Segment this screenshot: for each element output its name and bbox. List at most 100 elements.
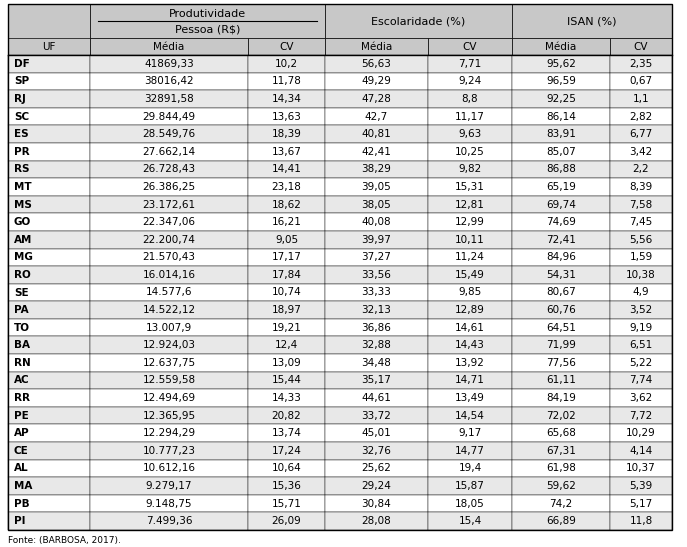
Bar	[248, 125, 325, 143]
Bar	[325, 389, 428, 407]
Text: 21.570,43: 21.570,43	[142, 252, 196, 263]
Text: 32891,58: 32891,58	[144, 94, 194, 104]
Text: 32,13: 32,13	[361, 305, 392, 315]
Text: 10,38: 10,38	[626, 270, 656, 280]
Bar	[512, 90, 610, 108]
Text: 5,39: 5,39	[629, 481, 653, 491]
Text: AL: AL	[14, 463, 29, 473]
Text: 38,05: 38,05	[361, 200, 392, 210]
Text: 6,77: 6,77	[629, 129, 653, 139]
Bar	[248, 319, 325, 336]
Bar	[428, 442, 512, 459]
Bar	[8, 389, 90, 407]
Text: 61,11: 61,11	[546, 375, 576, 386]
Text: 64,51: 64,51	[546, 323, 576, 333]
Text: 74,2: 74,2	[550, 499, 573, 509]
Text: 3,62: 3,62	[629, 393, 653, 403]
Bar	[428, 90, 512, 108]
Bar	[428, 55, 512, 73]
Text: 83,91: 83,91	[546, 129, 576, 139]
Bar	[248, 284, 325, 301]
Text: 11,78: 11,78	[271, 77, 302, 86]
Text: 65,68: 65,68	[546, 428, 576, 438]
Bar	[610, 108, 672, 125]
Text: 72,02: 72,02	[546, 411, 576, 421]
Text: 23.172,61: 23.172,61	[142, 200, 196, 210]
Bar	[512, 371, 610, 389]
Bar	[248, 477, 325, 495]
Text: 12,99: 12,99	[455, 217, 485, 227]
Text: 14,41: 14,41	[271, 164, 302, 174]
Bar	[512, 389, 610, 407]
Bar	[248, 266, 325, 284]
Bar	[610, 143, 672, 161]
Bar	[325, 125, 428, 143]
Bar	[90, 513, 248, 530]
Text: 28,08: 28,08	[361, 516, 392, 526]
Bar	[8, 4, 90, 55]
Text: 17,84: 17,84	[271, 270, 302, 280]
Bar	[428, 266, 512, 284]
Bar	[8, 336, 90, 354]
Text: 40,08: 40,08	[361, 217, 392, 227]
Bar	[325, 38, 428, 55]
Bar	[512, 301, 610, 319]
Bar	[248, 38, 325, 55]
Text: 9.148,75: 9.148,75	[146, 499, 192, 509]
Bar	[325, 459, 428, 477]
Bar	[248, 336, 325, 354]
Text: Média: Média	[545, 42, 576, 51]
Bar	[90, 442, 248, 459]
Bar	[325, 196, 428, 213]
Bar	[610, 38, 672, 55]
Text: 38,29: 38,29	[361, 164, 392, 174]
Text: SE: SE	[14, 288, 29, 298]
Bar	[512, 477, 610, 495]
Text: 12.924,03: 12.924,03	[142, 340, 196, 350]
Text: 25,62: 25,62	[361, 463, 392, 473]
Bar	[428, 248, 512, 266]
Text: 15,71: 15,71	[271, 499, 302, 509]
Text: 29,24: 29,24	[361, 481, 392, 491]
Bar	[428, 389, 512, 407]
Bar	[325, 161, 428, 178]
Bar	[512, 513, 610, 530]
Bar	[428, 407, 512, 424]
Text: 7,58: 7,58	[629, 200, 653, 210]
Text: 22.200,74: 22.200,74	[143, 235, 195, 245]
Bar	[8, 407, 90, 424]
Bar	[610, 495, 672, 513]
Text: 10,37: 10,37	[626, 463, 656, 473]
Bar	[325, 301, 428, 319]
Bar	[8, 143, 90, 161]
Bar	[512, 424, 610, 442]
Bar	[90, 284, 248, 301]
Text: 7,45: 7,45	[629, 217, 653, 227]
Text: 10,11: 10,11	[455, 235, 485, 245]
Text: 0,67: 0,67	[629, 77, 653, 86]
Text: 86,14: 86,14	[546, 112, 576, 121]
Text: 15,4: 15,4	[458, 516, 482, 526]
Bar	[512, 495, 610, 513]
Bar	[610, 301, 672, 319]
Text: MS: MS	[14, 200, 32, 210]
Text: Escolaridade (%): Escolaridade (%)	[372, 16, 466, 26]
Text: 40,81: 40,81	[361, 129, 392, 139]
Bar	[512, 407, 610, 424]
Bar	[248, 424, 325, 442]
Text: 32,88: 32,88	[361, 340, 392, 350]
Text: 84,19: 84,19	[546, 393, 576, 403]
Bar	[248, 213, 325, 231]
Bar	[8, 477, 90, 495]
Text: 14,71: 14,71	[455, 375, 485, 386]
Bar	[610, 407, 672, 424]
Bar	[90, 495, 248, 513]
Text: CV: CV	[463, 42, 477, 51]
Text: 80,67: 80,67	[546, 288, 576, 298]
Text: 19,21: 19,21	[271, 323, 302, 333]
Bar	[325, 336, 428, 354]
Text: AP: AP	[14, 428, 30, 438]
Bar	[512, 354, 610, 371]
Text: 13,63: 13,63	[271, 112, 302, 121]
Bar	[8, 319, 90, 336]
